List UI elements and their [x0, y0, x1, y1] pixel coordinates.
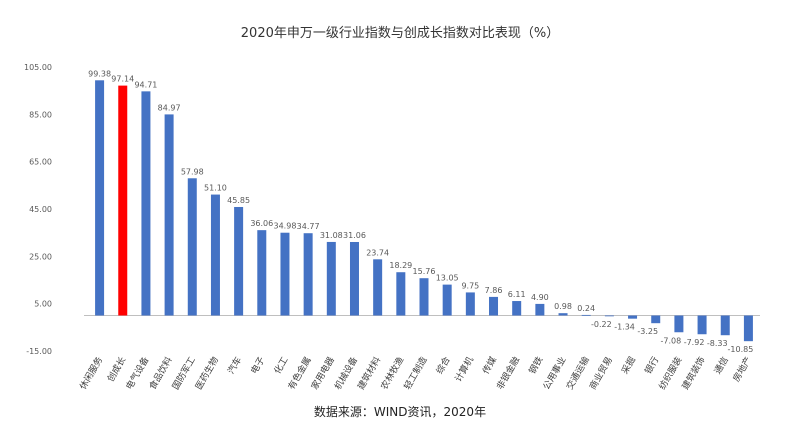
bar-value-label: -7.92: [684, 338, 705, 347]
bar-value-label: 51.10: [204, 184, 227, 193]
bar-value-label: 97.14: [111, 75, 134, 84]
bar-value-label: 9.75: [461, 281, 479, 290]
bar: [118, 85, 128, 316]
bar-value-label: 18.29: [389, 261, 412, 270]
x-tick-label: 休闲服务: [77, 355, 105, 392]
bar: [164, 114, 174, 316]
bar: [373, 259, 383, 316]
bar: [234, 206, 244, 316]
x-tick-label: 通信: [711, 355, 730, 377]
x-tick-label: 采掘: [619, 355, 638, 377]
bar-value-label: 0.24: [577, 304, 595, 313]
bar: [697, 315, 707, 335]
bar: [743, 315, 753, 342]
bar: [210, 194, 220, 316]
x-tick-label: 计算机: [452, 355, 476, 384]
bar-value-label: 94.71: [134, 80, 157, 89]
bar: [419, 278, 429, 316]
bar: [280, 232, 290, 316]
x-tick-label: 综合: [433, 355, 452, 377]
bar-value-label: 99.38: [88, 69, 111, 78]
bar: [535, 303, 545, 316]
bar-value-label: -7.08: [661, 336, 682, 345]
bar: [257, 230, 267, 316]
bar: [95, 80, 105, 316]
bar-value-label: 23.74: [366, 248, 389, 257]
bar-value-label: -1.34: [614, 323, 635, 332]
bar: [604, 315, 614, 317]
bar-value-label: -10.85: [728, 345, 754, 354]
y-tick-label: 85.00: [29, 110, 52, 119]
x-tick-label: 电子: [248, 355, 267, 377]
bar: [489, 296, 499, 316]
x-tick-label: 化工: [271, 355, 290, 377]
x-tick-label: 房地产: [730, 355, 754, 384]
bar-value-label: 34.98: [274, 222, 297, 231]
bar: [326, 241, 336, 316]
chart-title: 2020年申万一级行业指数与创成长指数对比表现（%）: [240, 26, 560, 41]
bar: [628, 315, 638, 319]
x-tick-label: 钢铁: [526, 355, 545, 377]
y-axis: 105.00 85.00 65.00 45.00 25.00 5.00 -15.00: [24, 63, 52, 356]
bar: [141, 91, 151, 316]
bar: [303, 233, 313, 316]
bar-value-label: 4.90: [531, 293, 549, 302]
bar: [465, 292, 475, 316]
chart-source-note: 数据来源：WIND资讯，2020年: [313, 405, 487, 419]
bar-value-label: 34.77: [297, 222, 320, 231]
bar-value-label: 13.05: [436, 274, 459, 283]
bar: [558, 313, 568, 316]
bar-value-label: -3.25: [637, 327, 658, 336]
x-tick-label: 创成长: [104, 355, 128, 384]
y-tick-label: 105.00: [24, 63, 52, 72]
bar-value-label: 36.06: [250, 219, 273, 228]
bar: [187, 178, 197, 316]
bar: [651, 315, 661, 324]
x-tick-label: 银行: [642, 355, 661, 377]
bar-value-label: 0.98: [554, 302, 572, 311]
bar: [442, 284, 452, 316]
bar-value-label: 7.86: [485, 286, 503, 295]
bar-value-label: 31.06: [343, 231, 366, 240]
y-tick-label: 45.00: [29, 205, 52, 214]
bar: [674, 315, 684, 333]
bar-value-label: 84.97: [158, 103, 181, 112]
y-tick-label: 25.00: [29, 252, 52, 261]
x-tick-label: 汽车: [225, 355, 244, 377]
x-tick-label: 传媒: [480, 354, 499, 376]
bar-value-label: -8.33: [707, 339, 728, 348]
y-tick-label: 65.00: [29, 158, 52, 167]
bars-group: [95, 80, 753, 342]
bar-value-label: 6.11: [508, 290, 526, 299]
bar: [512, 301, 522, 316]
bar-value-label: 57.98: [181, 167, 204, 176]
bar: [720, 315, 730, 336]
y-tick-label: -15.00: [26, 347, 52, 356]
bar: [396, 272, 406, 316]
bar: [581, 314, 591, 316]
bar-value-label: -0.22: [591, 320, 612, 329]
bar-value-label: 45.85: [227, 196, 250, 205]
bar: [349, 241, 359, 316]
bar-value-label: 15.76: [413, 267, 436, 276]
bar-value-label: 31.08: [320, 231, 343, 240]
y-tick-label: 5.00: [34, 300, 52, 309]
